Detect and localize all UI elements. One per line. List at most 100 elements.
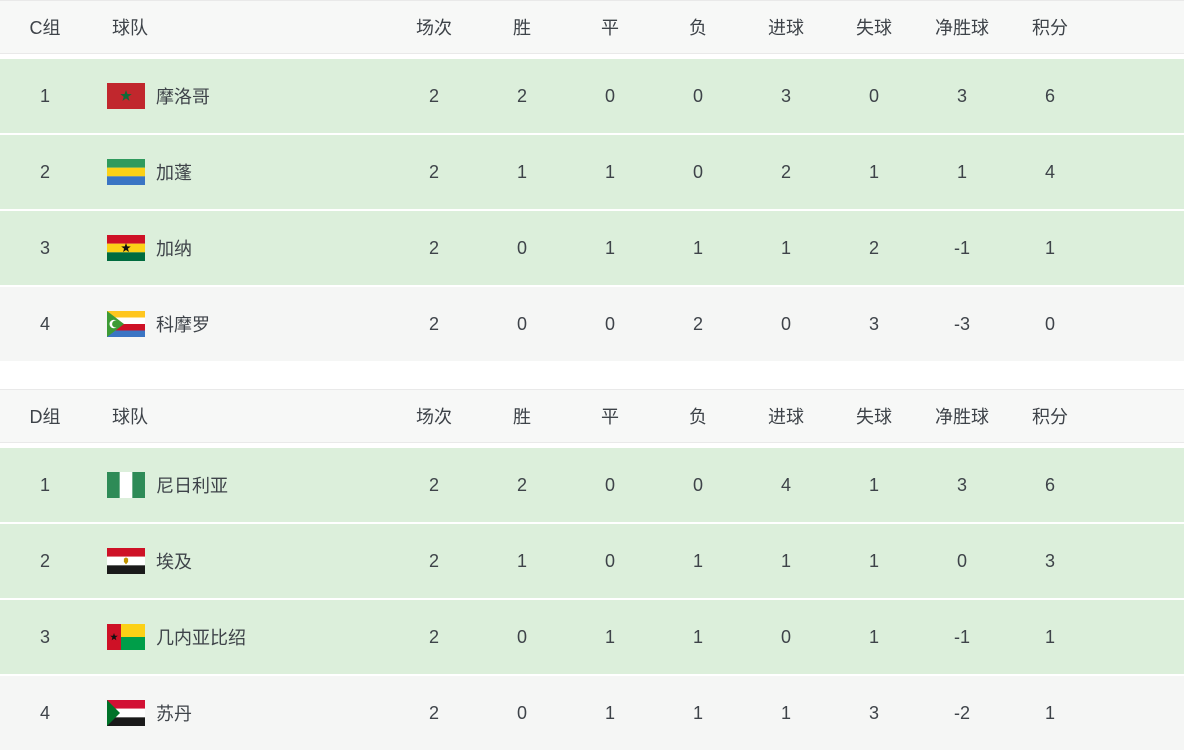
stat-goals-for: 4 bbox=[780, 474, 791, 495]
group-c-rows: 1 摩洛哥 2 2 0 0 3 0 3 6 2 bbox=[0, 59, 1184, 361]
stat-goals-against: 3 bbox=[868, 313, 879, 334]
team-name: 科摩罗 bbox=[156, 315, 210, 335]
morocco-flag-icon bbox=[107, 83, 145, 109]
team-row-morocco: 1 摩洛哥 2 2 0 0 3 0 3 6 bbox=[0, 59, 1184, 133]
comoros-flag-icon bbox=[107, 311, 145, 337]
team-row-egypt: 2 埃及 2 1 0 1 1 1 0 3 bbox=[0, 524, 1184, 598]
stat-goal-diff: 1 bbox=[956, 161, 967, 182]
column-header-draw: 平 bbox=[601, 18, 619, 38]
rank: 2 bbox=[39, 550, 50, 571]
stat-points: 6 bbox=[1044, 474, 1055, 495]
column-header-team: 球队 bbox=[112, 407, 148, 427]
team-row-ghana: 3 加纳 2 0 1 1 1 2 -1 1 bbox=[0, 211, 1184, 285]
team-cell[interactable]: 摩洛哥 bbox=[90, 83, 390, 109]
stat-played: 2 bbox=[428, 313, 439, 334]
column-header-goals-for: 进球 bbox=[768, 18, 804, 38]
stat-win: 2 bbox=[516, 85, 527, 106]
group-d-table: D组 球队 场次 胜 平 负 进球 失球 净胜球 积分 1 尼日利亚 2 2 bbox=[0, 389, 1184, 750]
team-row-comoros: 4 科摩罗 2 0 0 2 0 3 -3 0 bbox=[0, 287, 1184, 361]
stat-points: 4 bbox=[1044, 161, 1055, 182]
stat-loss: 1 bbox=[692, 550, 703, 571]
stat-loss: 1 bbox=[692, 626, 703, 647]
sudan-flag-icon bbox=[107, 700, 145, 726]
group-c-header-row: C组 球队 场次 胜 平 负 进球 失球 净胜球 积分 bbox=[0, 1, 1184, 54]
column-header-played: 场次 bbox=[416, 407, 452, 427]
column-header-loss: 负 bbox=[689, 407, 707, 427]
column-header-points: 积分 bbox=[1032, 407, 1068, 427]
stat-goals-against: 1 bbox=[868, 626, 879, 647]
team-cell[interactable]: 尼日利亚 bbox=[90, 472, 390, 498]
stat-goals-for: 1 bbox=[780, 237, 791, 258]
column-header-win: 胜 bbox=[513, 18, 531, 38]
stat-goal-diff: 3 bbox=[956, 85, 967, 106]
stat-draw: 0 bbox=[604, 85, 615, 106]
stat-goals-for: 1 bbox=[780, 702, 791, 723]
stat-points: 3 bbox=[1044, 550, 1055, 571]
stat-win: 1 bbox=[516, 161, 527, 182]
group-d-rows: 1 尼日利亚 2 2 0 0 4 1 3 6 2 bbox=[0, 448, 1184, 750]
stat-draw: 1 bbox=[604, 626, 615, 647]
team-cell[interactable]: 加蓬 bbox=[90, 159, 390, 185]
column-header-played: 场次 bbox=[416, 18, 452, 38]
rank: 3 bbox=[39, 626, 50, 647]
column-header-draw: 平 bbox=[601, 407, 619, 427]
column-header-loss: 负 bbox=[689, 18, 707, 38]
stat-loss: 0 bbox=[692, 85, 703, 106]
stat-goals-against: 1 bbox=[868, 161, 879, 182]
stat-played: 2 bbox=[428, 161, 439, 182]
stat-win: 0 bbox=[516, 237, 527, 258]
stat-goals-against: 1 bbox=[868, 550, 879, 571]
stat-goal-diff: -2 bbox=[953, 702, 970, 723]
team-name: 摩洛哥 bbox=[156, 87, 210, 107]
stat-goals-for: 2 bbox=[780, 161, 791, 182]
column-header-team: 球队 bbox=[112, 18, 148, 38]
stat-points: 1 bbox=[1044, 702, 1055, 723]
team-cell[interactable]: 加纳 bbox=[90, 235, 390, 261]
team-row-nigeria: 1 尼日利亚 2 2 0 0 4 1 3 6 bbox=[0, 448, 1184, 522]
team-name: 尼日利亚 bbox=[156, 476, 228, 496]
stat-points: 1 bbox=[1044, 626, 1055, 647]
stat-points: 0 bbox=[1044, 313, 1055, 334]
column-header-goal-diff: 净胜球 bbox=[935, 407, 989, 427]
column-header-points: 积分 bbox=[1032, 18, 1068, 38]
team-cell[interactable]: 几内亚比绍 bbox=[90, 624, 390, 650]
stat-goals-for: 0 bbox=[780, 626, 791, 647]
stat-played: 2 bbox=[428, 237, 439, 258]
stat-goals-for: 0 bbox=[780, 313, 791, 334]
stat-loss: 1 bbox=[692, 702, 703, 723]
stat-win: 0 bbox=[516, 626, 527, 647]
nigeria-flag-icon bbox=[107, 472, 145, 498]
team-cell[interactable]: 埃及 bbox=[90, 548, 390, 574]
stat-loss: 2 bbox=[692, 313, 703, 334]
stat-goal-diff: 0 bbox=[956, 550, 967, 571]
guinea-bissau-flag-icon bbox=[107, 624, 145, 650]
group-label: D组 bbox=[29, 407, 61, 427]
stat-goals-against: 0 bbox=[868, 85, 879, 106]
team-cell[interactable]: 科摩罗 bbox=[90, 311, 390, 337]
stat-goal-diff: -1 bbox=[953, 626, 970, 647]
team-cell[interactable]: 苏丹 bbox=[90, 700, 390, 726]
stat-points: 6 bbox=[1044, 85, 1055, 106]
stat-played: 2 bbox=[428, 474, 439, 495]
stat-win: 0 bbox=[516, 702, 527, 723]
team-name: 苏丹 bbox=[156, 704, 192, 724]
egypt-flag-icon bbox=[107, 548, 145, 574]
stat-win: 1 bbox=[516, 550, 527, 571]
stat-goals-for: 1 bbox=[780, 550, 791, 571]
stat-points: 1 bbox=[1044, 237, 1055, 258]
team-name: 加纳 bbox=[156, 239, 192, 259]
column-header-goals-against: 失球 bbox=[856, 407, 892, 427]
column-header-win: 胜 bbox=[513, 407, 531, 427]
column-header-goal-diff: 净胜球 bbox=[935, 18, 989, 38]
rank: 1 bbox=[39, 474, 50, 495]
team-name: 几内亚比绍 bbox=[156, 628, 246, 648]
ghana-flag-icon bbox=[107, 235, 145, 261]
stat-loss: 1 bbox=[692, 237, 703, 258]
column-header-goals-against: 失球 bbox=[856, 18, 892, 38]
group-d-header-row: D组 球队 场次 胜 平 负 进球 失球 净胜球 积分 bbox=[0, 390, 1184, 443]
group-c-table: C组 球队 场次 胜 平 负 进球 失球 净胜球 积分 1 摩洛哥 2 2 bbox=[0, 0, 1184, 361]
team-row-gabon: 2 加蓬 2 1 1 0 2 1 1 4 bbox=[0, 135, 1184, 209]
stat-played: 2 bbox=[428, 702, 439, 723]
stat-draw: 0 bbox=[604, 474, 615, 495]
